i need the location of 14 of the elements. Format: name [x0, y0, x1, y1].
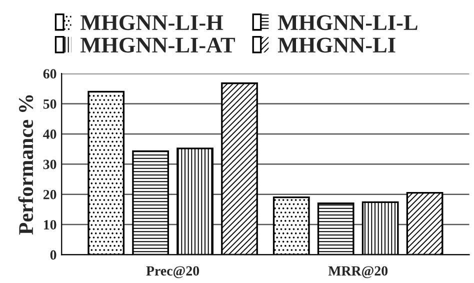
- y-tick-label: 60: [43, 69, 56, 79]
- x-tick-label: MRR@20: [328, 266, 388, 278]
- y-tick-label: 20: [43, 190, 56, 200]
- y-tick-label: 30: [43, 160, 56, 170]
- legend-label: MHGNN-LI-AT: [80, 38, 235, 53]
- x-tick-label: Prec@20: [146, 266, 200, 278]
- legend-label: MHGNN-LI-H: [80, 15, 223, 30]
- y-tick-label: 0: [50, 250, 56, 260]
- legend-label: MHGNN-LI: [278, 38, 396, 53]
- y-axis-title: Performance %: [18, 95, 34, 235]
- y-tick-label: 50: [43, 99, 56, 109]
- y-tick-label: 40: [43, 130, 56, 139]
- y-tick-label: 10: [44, 220, 56, 230]
- legend-label: MHGNN-LI-L: [278, 15, 418, 30]
